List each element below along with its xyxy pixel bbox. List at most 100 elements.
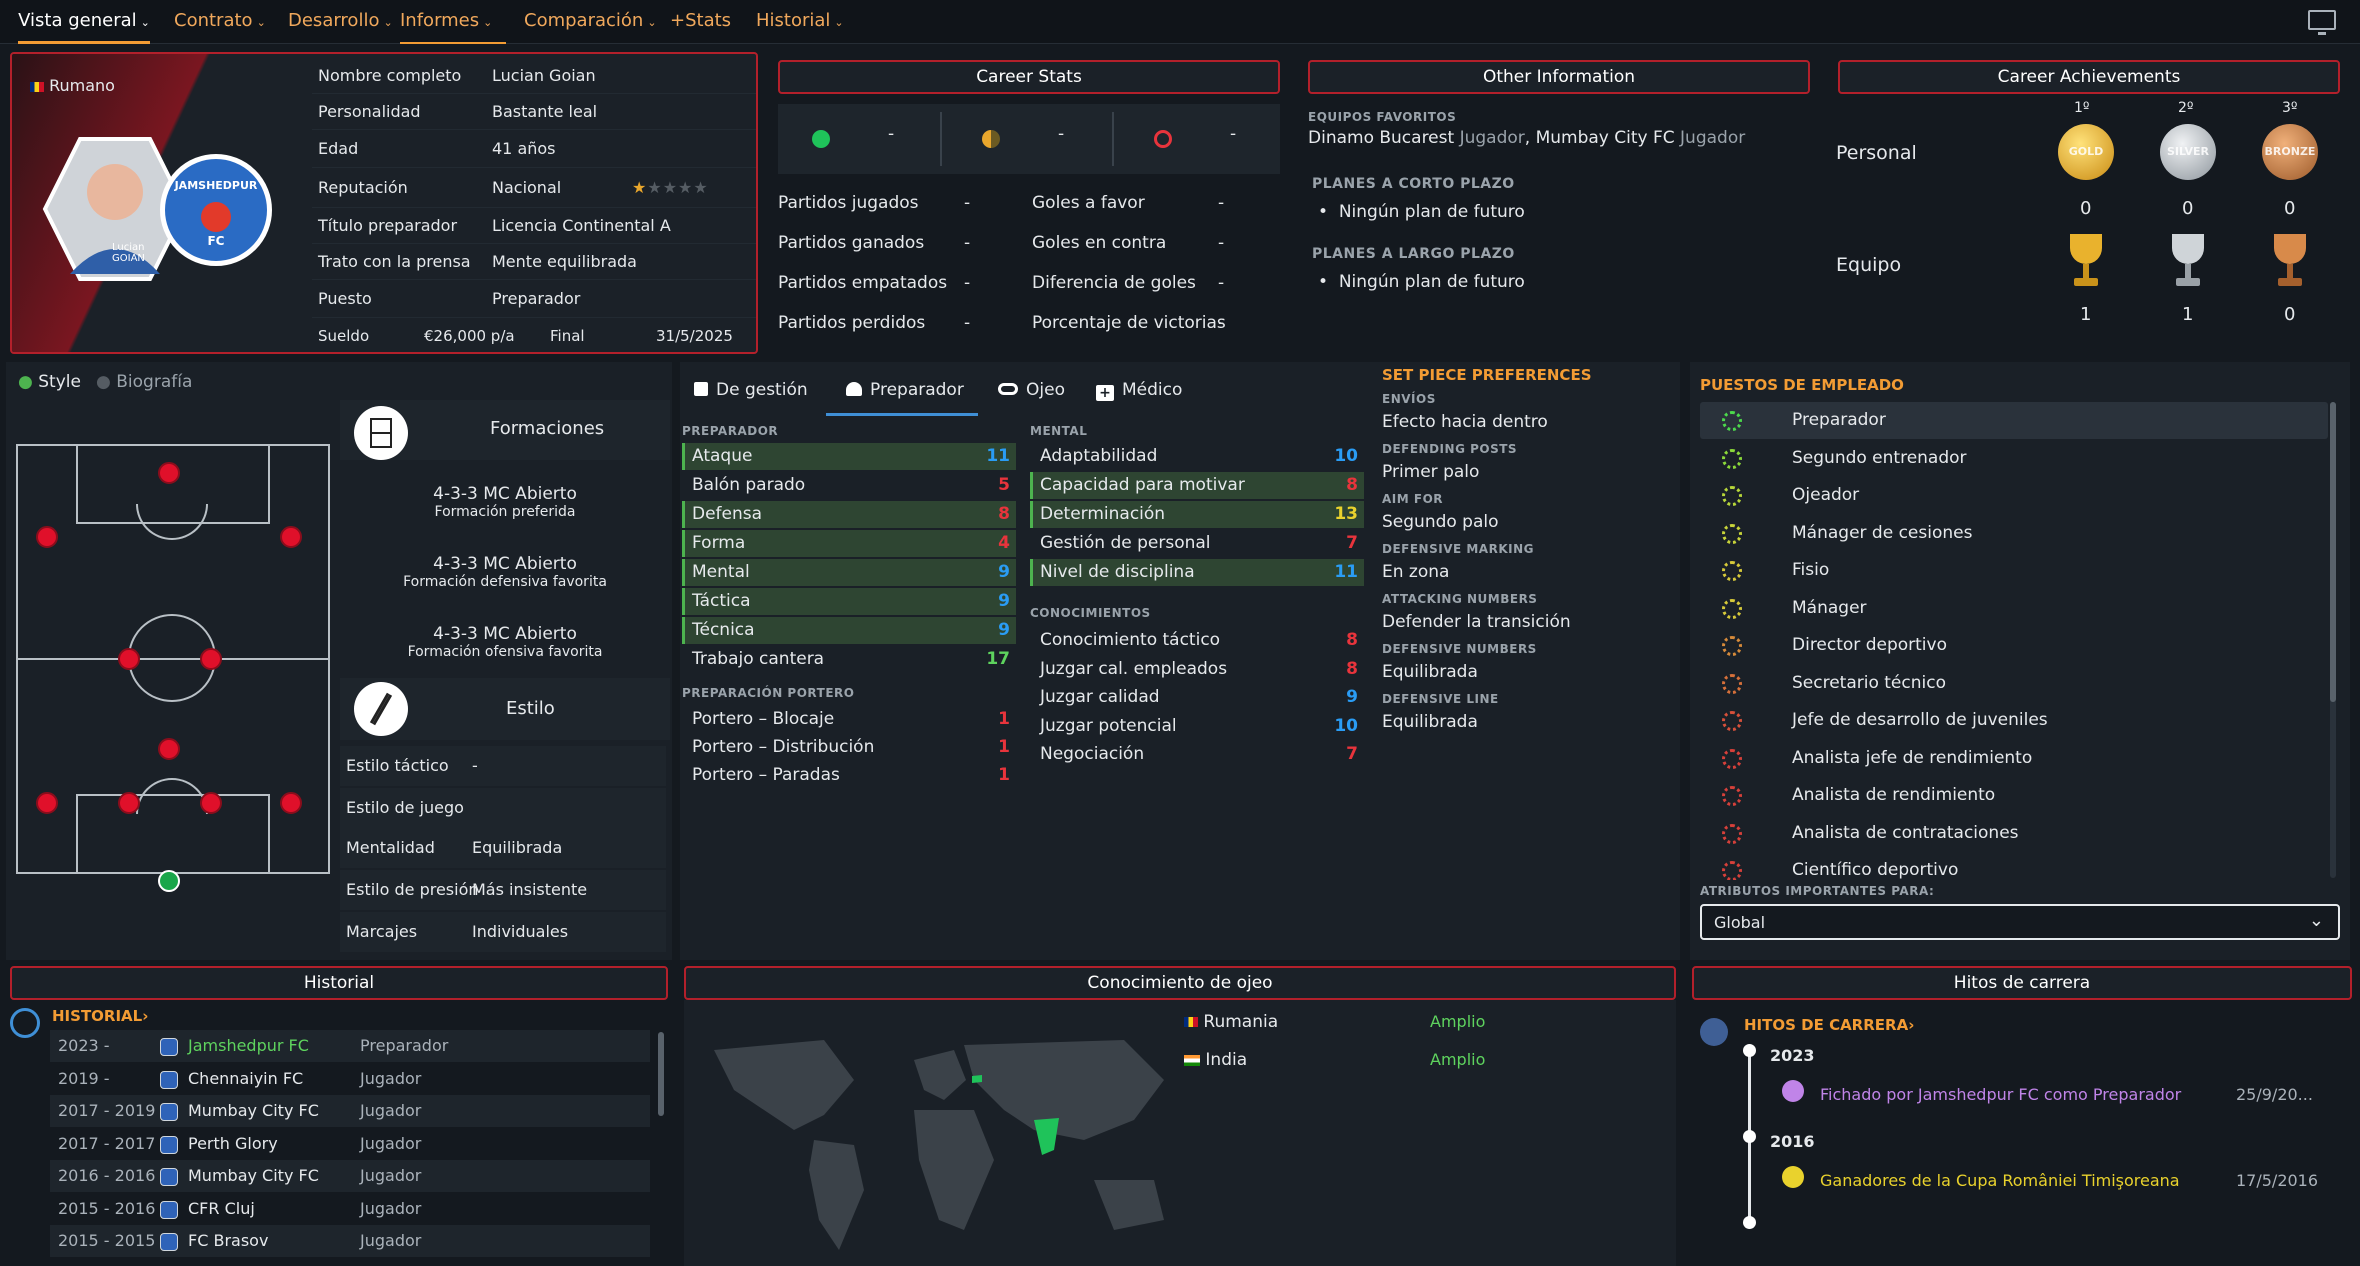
tab-stats[interactable]: +Stats bbox=[670, 10, 732, 31]
player-dot-lb[interactable] bbox=[36, 792, 58, 814]
team-label: Equipo bbox=[1836, 254, 1902, 276]
tab-informes[interactable]: Informes ⌄ bbox=[400, 0, 506, 44]
history-row[interactable]: 2015 - 2016 CFR Cluj Jugador bbox=[50, 1193, 650, 1225]
attr-prep-row[interactable]: Ataque 11 bbox=[682, 443, 1016, 470]
role-row[interactable]: Analista de rendimiento bbox=[1700, 777, 2328, 814]
history-row[interactable]: 2015 - 2015 FC Brasov Jugador bbox=[50, 1225, 650, 1257]
tab-style[interactable]: ● Style bbox=[18, 372, 81, 392]
attr-prep-row[interactable]: Defensa 8 bbox=[682, 501, 1016, 528]
fav-team-mumbay[interactable]: Mumbay City FC bbox=[1535, 128, 1675, 148]
player-dot-st[interactable] bbox=[158, 462, 180, 484]
player-dot-lcb[interactable] bbox=[118, 792, 140, 814]
tab-vista-general[interactable]: Vista general ⌄ bbox=[18, 0, 150, 44]
tab-biografia[interactable]: ● Biografía bbox=[96, 372, 193, 392]
medical-kit-icon: + bbox=[1096, 385, 1114, 401]
player-dot-rcm[interactable] bbox=[200, 648, 222, 670]
attr-mental-row[interactable]: Adaptabilidad 10 bbox=[1030, 443, 1364, 470]
role-row[interactable]: Secretario técnico bbox=[1700, 665, 2328, 702]
history-club[interactable]: Chennaiyin FC bbox=[188, 1068, 304, 1088]
history-club[interactable]: Jamshedpur FC bbox=[188, 1036, 309, 1055]
monitor-icon[interactable] bbox=[2308, 10, 2336, 35]
subtab-ojeo[interactable]: Ojeo bbox=[998, 370, 1065, 416]
history-row[interactable]: 2019 - Chennaiyin FC Jugador bbox=[50, 1063, 650, 1095]
history-club[interactable]: CFR Cluj bbox=[188, 1198, 255, 1218]
historial-link[interactable]: HISTORIAL› bbox=[52, 1007, 149, 1025]
milestones-title: Hitos de carrera bbox=[1692, 966, 2352, 1000]
milestone-text-2016[interactable]: Ganadores de la Cupa României Timişorean… bbox=[1820, 1171, 2180, 1190]
player-dot-lw[interactable] bbox=[36, 526, 58, 548]
attr-prep-row[interactable]: Táctica 9 bbox=[682, 588, 1016, 615]
career-summary: - - - bbox=[778, 104, 1280, 174]
role-label: Fisio bbox=[1792, 560, 1830, 580]
roles-scrollbar[interactable] bbox=[2330, 402, 2336, 878]
attr-prep-row[interactable]: Trabajo cantera 17 bbox=[682, 646, 1016, 673]
role-row[interactable]: Segundo entrenador bbox=[1700, 440, 2328, 477]
role-row[interactable]: Jefe de desarrollo de juveniles bbox=[1700, 702, 2328, 739]
scouting-panel: Rumania Amplio India Amplio bbox=[684, 1000, 1676, 1266]
player-dot-lcm[interactable] bbox=[118, 648, 140, 670]
tab-historial[interactable]: Historial ⌄ bbox=[756, 10, 844, 31]
attr-portero-row[interactable]: Portero – Blocaje 1 bbox=[682, 706, 1016, 733]
attr-mental-row[interactable]: Gestión de personal 7 bbox=[1030, 530, 1364, 557]
subtab-gestion[interactable]: De gestión bbox=[694, 370, 808, 416]
history-club[interactable]: FC Brasov bbox=[188, 1231, 269, 1250]
player-dot-gk[interactable] bbox=[158, 870, 180, 892]
stat-won: Partidos ganados - bbox=[778, 233, 971, 253]
attr-value: 1 bbox=[998, 709, 1010, 729]
history-role: Preparador bbox=[360, 1036, 449, 1055]
milestones-link[interactable]: HITOS DE CARRERA› bbox=[1744, 1016, 1915, 1034]
role-row[interactable]: Mánager de cesiones bbox=[1700, 515, 2328, 552]
history-row[interactable]: 2023 - Jamshedpur FC Preparador bbox=[50, 1030, 650, 1062]
history-club[interactable]: Mumbay City FC bbox=[188, 1101, 319, 1120]
player-dot-rcb[interactable] bbox=[200, 792, 222, 814]
attr-conoc-row[interactable]: Juzgar cal. empleados 8 bbox=[1030, 656, 1364, 683]
attr-prep-row[interactable]: Forma 4 bbox=[682, 530, 1016, 557]
player-dot-dm[interactable] bbox=[158, 738, 180, 760]
set-piece-value: Defender la transición bbox=[1382, 612, 1571, 632]
player-dot-rw[interactable] bbox=[280, 526, 302, 548]
attr-mental-row[interactable]: Nivel de disciplina 11 bbox=[1030, 559, 1364, 586]
tab-desarrollo[interactable]: Desarrollo ⌄ bbox=[288, 10, 393, 31]
subtab-medico[interactable]: + Médico bbox=[1096, 370, 1182, 416]
draw-icon bbox=[982, 130, 1000, 148]
historial-scrollbar[interactable] bbox=[658, 1032, 664, 1116]
attr-value: 5 bbox=[998, 475, 1010, 495]
history-row[interactable]: 2016 - 2016 Mumbay City FC Jugador bbox=[50, 1160, 650, 1192]
history-club[interactable]: Perth Glory bbox=[188, 1133, 278, 1153]
history-club[interactable]: Mumbay City FC bbox=[188, 1166, 319, 1185]
milestone-year-2016: 2016 bbox=[1770, 1132, 1815, 1151]
role-row[interactable]: Ojeador bbox=[1700, 477, 2328, 514]
role-row[interactable]: Preparador bbox=[1700, 402, 2328, 439]
attr-conoc-row[interactable]: Conocimiento táctico 8 bbox=[1030, 627, 1364, 654]
attr-mental-row[interactable]: Capacidad para motivar 8 bbox=[1030, 472, 1364, 499]
role-label: Segundo entrenador bbox=[1792, 447, 1967, 468]
achievements-title: Career Achievements bbox=[1838, 60, 2340, 94]
attr-portero-row[interactable]: Portero – Distribución 1 bbox=[682, 734, 1016, 761]
role-row[interactable]: Mánager bbox=[1700, 590, 2328, 627]
history-years: 2017 - 2019 bbox=[58, 1101, 156, 1120]
attr-mental-row[interactable]: Determinación 13 bbox=[1030, 501, 1364, 528]
attr-prep-row[interactable]: Técnica 9 bbox=[682, 617, 1016, 644]
attr-conoc-row[interactable]: Juzgar calidad 9 bbox=[1030, 684, 1364, 711]
role-row[interactable]: Director deportivo bbox=[1700, 627, 2328, 664]
history-row[interactable]: 2017 - 2019 Mumbay City FC Jugador bbox=[50, 1095, 650, 1127]
attr-conoc-row[interactable]: Juzgar potencial 10 bbox=[1030, 713, 1364, 740]
fav-team-dinamo[interactable]: Dinamo Bucarest bbox=[1308, 128, 1455, 148]
attr-conoc-row[interactable]: Negociación 7 bbox=[1030, 741, 1364, 768]
attr-prep-row[interactable]: Mental 9 bbox=[682, 559, 1016, 586]
milestone-text-2023[interactable]: Fichado por Jamshedpur FC como Preparado… bbox=[1820, 1085, 2182, 1104]
role-row[interactable]: Fisio bbox=[1700, 552, 2328, 589]
attr-prep-row[interactable]: Balón parado 5 bbox=[682, 472, 1016, 499]
history-row[interactable]: 2017 - 2017 Perth Glory Jugador bbox=[50, 1128, 650, 1160]
player-dot-rb[interactable] bbox=[280, 792, 302, 814]
attr-portero-row[interactable]: Portero – Paradas 1 bbox=[682, 762, 1016, 789]
role-row[interactable]: Científico deportivo bbox=[1700, 852, 2328, 880]
history-role: Jugador bbox=[360, 1068, 422, 1088]
tab-contrato[interactable]: Contrato ⌄ bbox=[174, 10, 266, 31]
world-map-icon bbox=[714, 1040, 1164, 1250]
tab-comparacion[interactable]: Comparación ⌄ bbox=[524, 10, 657, 31]
role-row[interactable]: Analista de contrataciones bbox=[1700, 815, 2328, 852]
role-row[interactable]: Analista jefe de rendimiento bbox=[1700, 740, 2328, 777]
subtab-preparador[interactable]: Preparador bbox=[826, 370, 978, 416]
important-for-select[interactable]: Global ⌄ bbox=[1700, 904, 2340, 940]
